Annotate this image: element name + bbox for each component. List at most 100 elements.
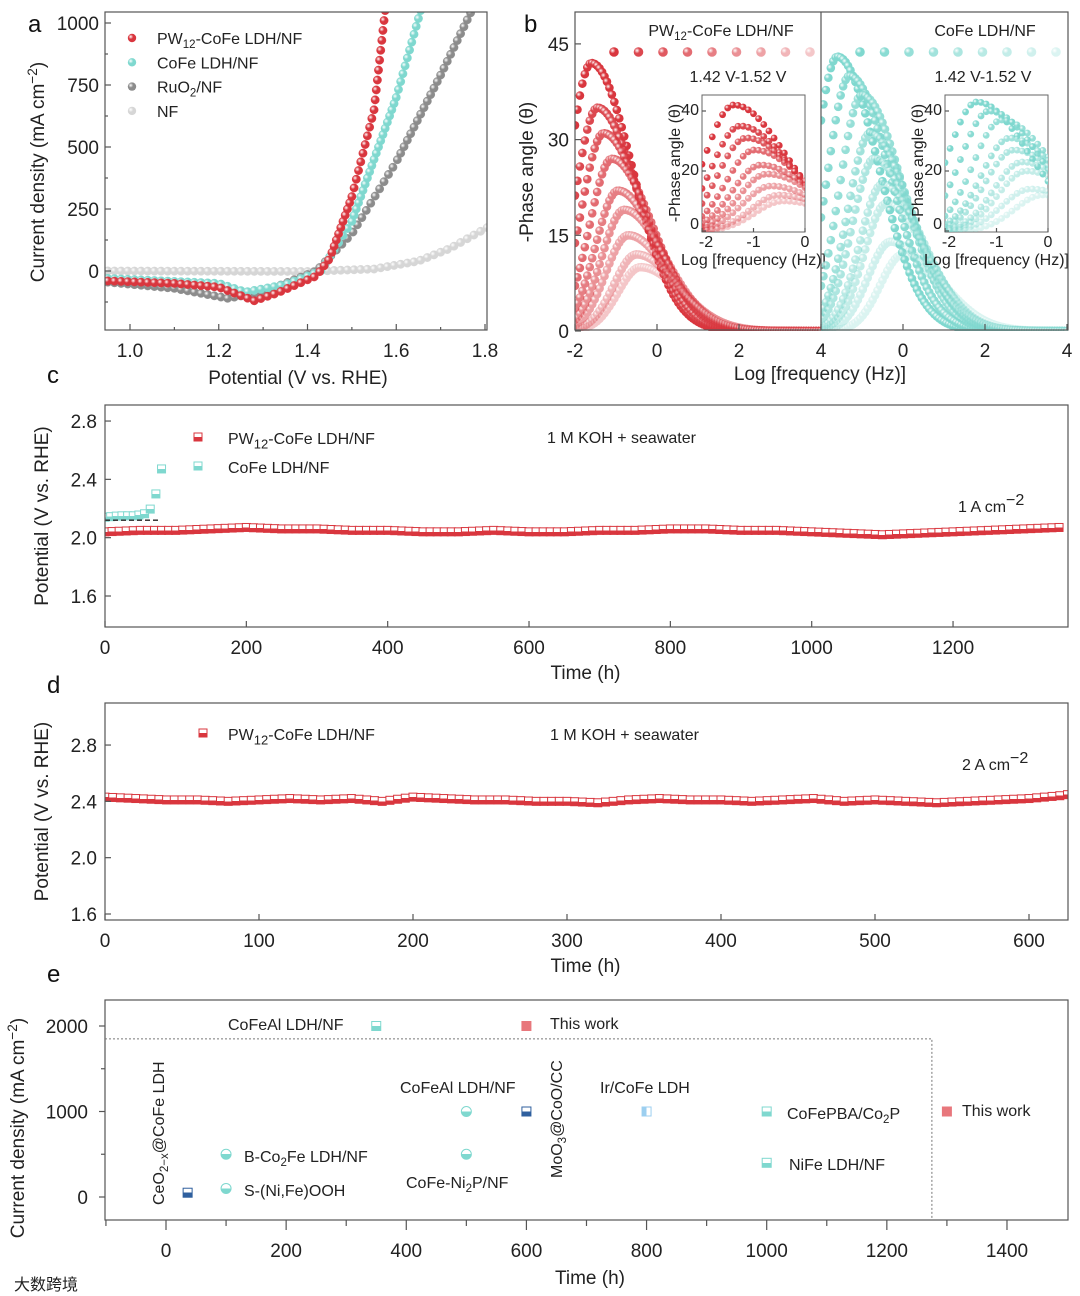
data-point [447,794,456,804]
data-point [1013,203,1021,211]
data-point [957,189,964,196]
data-point [724,175,732,183]
data-point [987,107,995,115]
data-point [833,191,843,200]
data-point [590,198,599,207]
x-tick-label: 400 [390,1241,422,1262]
data-point [744,123,752,131]
data-point [285,794,295,804]
data-point [678,795,687,805]
data-point [791,167,799,175]
data-point [1018,158,1026,166]
data-point [140,509,150,519]
data-point [1024,196,1031,204]
data-point [379,16,389,25]
data-point [967,166,975,174]
data-point [833,254,843,263]
data-point [1039,792,1049,802]
data-point [821,197,828,206]
data-point [372,75,382,85]
data-point [765,137,773,145]
data-point [719,200,726,208]
data-point [1029,185,1036,193]
data-point [1034,192,1042,199]
data-point [750,190,757,198]
data-point [786,175,793,183]
data-point [702,200,706,208]
data-point [739,199,747,207]
data-point [476,226,485,236]
data-point [962,208,969,216]
data-point [331,794,341,804]
current-density-label: 2 A cm−2 [962,749,1028,774]
y-axis-label: Potential (V vs. RHE) [32,426,53,606]
data-point [1034,140,1042,148]
data-point [1003,149,1011,156]
data-point [987,220,995,228]
data-point [1024,149,1031,157]
data-point [391,93,401,102]
data-point [595,259,604,269]
electrolyte-condition: 1 M KOH + seawater [550,727,700,744]
data-point [796,181,804,188]
data-point [293,794,302,804]
benchmark-label: CoFeAl LDH/NF [400,1080,516,1097]
data-point [449,241,459,251]
x-tick-label: -2 [567,341,584,362]
benchmark-marker [521,1106,532,1117]
data-point [724,213,732,221]
data-point [714,121,721,129]
data-point [716,795,726,805]
data-point [701,795,711,805]
data-point [946,145,954,152]
potential-legend-dot-icon [977,47,988,57]
legend-label: NF [157,104,179,121]
data-point [739,152,747,160]
data-point [414,14,423,23]
data-point [734,204,742,212]
y-tick-label: 1.6 [71,587,97,608]
x-tick-label: 1.0 [117,341,143,362]
data-point [865,200,875,209]
data-point [987,199,995,207]
legend-marker-icon [127,58,137,67]
x-tick-label: 400 [705,931,737,952]
panel-label-c: c [47,362,59,389]
bode-series [821,250,1068,331]
data-point [888,214,897,224]
data-point [108,792,118,802]
data-point [1029,159,1036,167]
y-tick-label: 250 [67,200,99,221]
data-point [924,797,934,807]
data-point [998,186,1006,194]
data-point [846,291,855,300]
benchmark-marker [460,1148,472,1160]
data-point [223,796,233,806]
data-point [755,146,763,154]
data-point [365,122,375,132]
potential-range-label: 1.42 V-1.52 V [690,69,787,86]
data-point [821,116,826,125]
potential-legend-dot-icon [879,47,890,57]
data-point [575,273,582,282]
data-point [831,206,841,216]
data-point [801,200,805,207]
data-point [885,796,895,806]
legend-label: PW12-CoFe LDH/NF [157,31,302,51]
benchmark-marker [761,1157,772,1168]
data-point [909,797,918,807]
data-point [843,131,853,141]
data-point [1001,795,1011,805]
potential-legend-dot-icon [1026,47,1037,57]
benchmark-marker [761,1106,772,1117]
x-tick-label: 600 [513,638,545,659]
data-point [358,148,368,158]
data-point [466,12,475,18]
data-point [1044,172,1048,180]
data-point [858,175,868,184]
legend-label: RuO2/NF [157,80,222,100]
data-point [416,12,425,15]
data-point [724,223,732,231]
data-point [775,172,783,180]
